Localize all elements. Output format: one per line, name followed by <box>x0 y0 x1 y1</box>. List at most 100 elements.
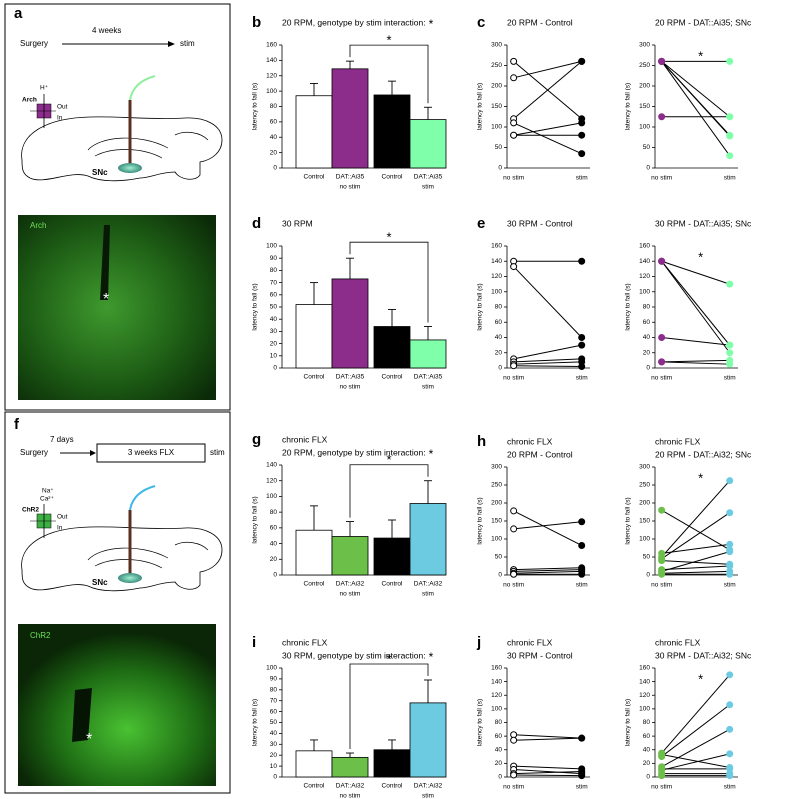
group-label: stim <box>422 384 434 391</box>
bar <box>331 536 369 576</box>
y-tick-label: 40 <box>270 134 278 141</box>
data-point <box>578 119 586 127</box>
group-label: no stim <box>340 793 361 799</box>
pair-line <box>661 560 730 565</box>
group-label: no stim <box>340 184 361 191</box>
chart-supertitle: chronic FLX <box>282 637 328 647</box>
x-tick-label: no stim <box>503 375 524 382</box>
panel-label: d <box>252 215 261 232</box>
y-tick-label: 200 <box>491 83 502 90</box>
pair-line <box>513 361 582 365</box>
chart-title: 20 RPM, genotype by stim interaction: <box>282 447 426 457</box>
x-tick-label: no stim <box>651 582 672 589</box>
y-tick-label: 50 <box>270 719 278 726</box>
chart-supertitle: chronic FLX <box>507 637 553 647</box>
y-tick-label: 10 <box>270 763 278 770</box>
y-tick-label: 50 <box>643 554 651 561</box>
y-tick-label: 40 <box>270 540 278 547</box>
pair-line <box>661 359 730 363</box>
y-tick-label: 120 <box>266 477 277 484</box>
pair-line <box>513 734 582 739</box>
timeline-start: Surgery <box>20 39 48 48</box>
x-tick-label: no stim <box>651 175 672 182</box>
pair-line <box>513 60 582 79</box>
panel-label: b <box>252 14 261 31</box>
y-tick-label: 120 <box>491 692 502 699</box>
y-axis-label: latency to fall (s) <box>252 83 259 130</box>
x-tick-label: DAT::Ai35 <box>414 174 443 181</box>
data-point <box>578 334 586 341</box>
y-tick-label: 100 <box>266 88 277 95</box>
chart-supertitle: chronic FLX <box>655 637 701 647</box>
y-tick-label: 0 <box>646 774 650 781</box>
y-tick-label: 80 <box>643 304 651 311</box>
y-tick-label: 140 <box>639 678 650 685</box>
significance-mark: * <box>386 230 391 245</box>
arrow-head <box>90 450 96 456</box>
bar <box>331 278 369 369</box>
pair-line <box>661 361 730 365</box>
data-point <box>726 509 734 517</box>
y-tick-label: 60 <box>270 525 278 532</box>
data-point <box>658 557 666 565</box>
data-point <box>658 113 666 121</box>
pair-line <box>661 260 731 354</box>
panel-label: a <box>14 5 23 22</box>
x-tick-label: stim <box>724 784 736 791</box>
significance-bracket <box>349 663 429 750</box>
y-axis-label: latency to fall (s) <box>477 83 484 130</box>
y-tick-label: 100 <box>639 288 650 295</box>
panel-frame <box>4 411 231 794</box>
x-tick-label: no stim <box>503 175 524 182</box>
chart-title: 30 RPM - Control <box>507 218 573 228</box>
light-cone <box>129 75 156 101</box>
in-label: In <box>57 525 63 532</box>
x-tick-label: DAT::Ai32 <box>414 783 443 790</box>
pair-line <box>661 61 731 118</box>
y-tick-label: 20 <box>495 349 503 356</box>
data-point <box>578 570 586 578</box>
y-tick-label: 0 <box>646 572 650 579</box>
x-tick-label: Control <box>382 783 404 790</box>
y-tick-label: 80 <box>643 719 651 726</box>
pair-line <box>513 771 582 775</box>
y-tick-label: 100 <box>639 536 650 543</box>
x-tick-label: stim <box>724 375 736 382</box>
ion: H⁺ <box>40 85 49 92</box>
y-tick-label: 60 <box>495 319 503 326</box>
significance-mark: * <box>386 452 391 467</box>
x-tick-label: stim <box>576 375 588 382</box>
chart-supertitle: chronic FLX <box>507 436 553 446</box>
data-point <box>658 334 666 341</box>
chart-title: 20 RPM - DAT::Ai32; SNc <box>655 449 752 459</box>
y-tick-label: 60 <box>270 708 278 715</box>
x-tick-label: Control <box>304 374 326 381</box>
data-point <box>658 257 666 265</box>
bar <box>373 537 411 576</box>
pair-line <box>513 122 582 136</box>
significance-mark: * <box>698 249 703 264</box>
y-tick-label: 60 <box>495 733 503 740</box>
y-tick-label: 50 <box>495 554 503 561</box>
y-tick-label: 80 <box>270 267 278 274</box>
data-point <box>726 701 734 709</box>
data-point <box>658 753 666 761</box>
y-tick-label: 120 <box>491 273 502 280</box>
group-label: stim <box>422 793 434 799</box>
panel-a: a Surgery 4 weeks stim H⁺ Arch Out In SN… <box>4 3 231 411</box>
y-tick-label: 100 <box>266 243 277 250</box>
y-tick-label: 120 <box>639 692 650 699</box>
y-tick-label: 40 <box>495 334 503 341</box>
x-tick-label: stim <box>724 582 736 589</box>
group-label: no stim <box>340 384 361 391</box>
y-tick-label: 80 <box>495 719 503 726</box>
pair-line <box>661 260 731 346</box>
data-point <box>726 540 734 548</box>
significance-mark: * <box>698 48 703 63</box>
data-point <box>726 57 734 65</box>
chart: chronic FLX j 30 RPM - Control 0 20 40 60 80 100… <box>476 634 590 791</box>
y-axis-label: latency to fall (s) <box>477 283 484 330</box>
y-tick-label: 20 <box>270 149 278 156</box>
x-tick-label: no stim <box>651 375 672 382</box>
